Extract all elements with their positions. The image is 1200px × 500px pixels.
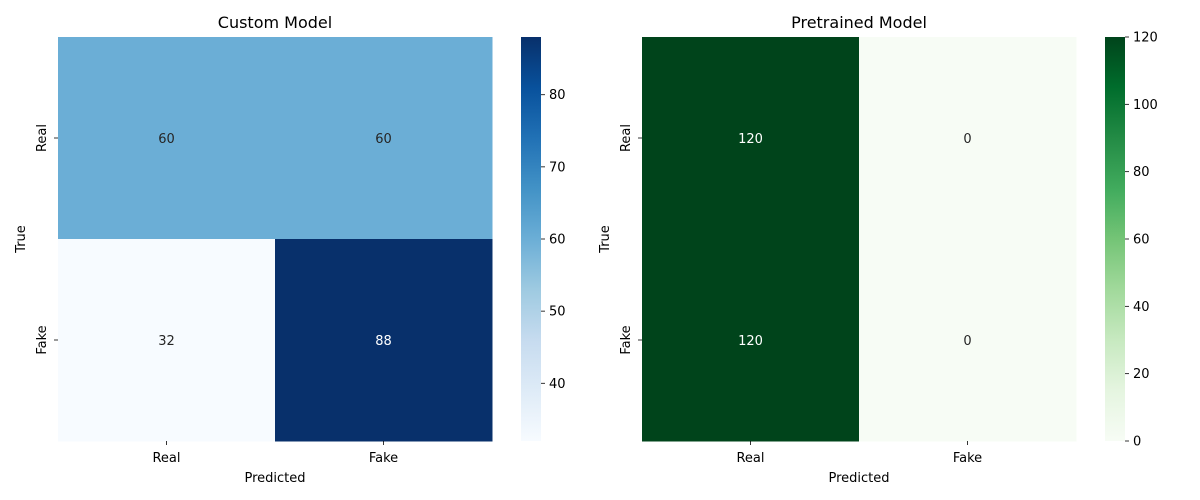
- chart-title: Custom Model: [218, 13, 332, 32]
- heatmap-cell: [642, 239, 860, 442]
- colorbar-tick-label: 60: [1133, 233, 1150, 248]
- x-tick-label: Fake: [369, 451, 398, 466]
- y-tick-label: Fake: [619, 325, 634, 354]
- cell-value-label: 88: [375, 334, 392, 349]
- heatmap-panel-pretrained-model: Pretrained Model 120 0 120 0 Real Fake Real F…: [598, 13, 1158, 486]
- cell-value-label: 60: [158, 132, 175, 147]
- heatmap-cells: [642, 37, 1077, 442]
- heatmap-cell: [859, 239, 1077, 442]
- colorbar: 0 20 40 60 80 100 120: [1105, 31, 1158, 450]
- cell-value-label: 0: [963, 334, 971, 349]
- y-axis-label: True: [14, 225, 29, 254]
- chart-title: Pretrained Model: [791, 13, 927, 32]
- heatmap-cell-labels: 60 60 32 88: [158, 132, 392, 349]
- colorbar-tick-label: 0: [1133, 435, 1141, 450]
- heatmap-cell: [58, 37, 276, 240]
- colorbar-tick-label: 80: [1133, 165, 1150, 180]
- cell-value-label: 32: [158, 334, 175, 349]
- heatmap-cells: [58, 37, 493, 442]
- heatmap-cell: [859, 37, 1077, 240]
- x-tick-label: Real: [736, 451, 764, 466]
- x-axis-ticks: Real Fake: [152, 441, 398, 466]
- colorbar: 40 50 60 70 80: [521, 37, 566, 441]
- colorbar-gradient: [521, 37, 541, 441]
- cell-value-label: 120: [738, 132, 763, 147]
- colorbar-tick-label: 80: [549, 88, 566, 103]
- colorbar-tick-label: 100: [1133, 98, 1158, 113]
- y-axis-ticks: Real Fake: [619, 124, 642, 355]
- y-tick-label: Real: [35, 124, 50, 152]
- colorbar-tick-label: 60: [549, 233, 566, 248]
- heatmap-cell: [58, 239, 276, 442]
- y-tick-label: Real: [619, 124, 634, 152]
- y-tick-label: Fake: [35, 325, 50, 354]
- heatmap-cell-labels: 120 0 120 0: [738, 132, 972, 349]
- colorbar-tick-label: 70: [549, 160, 566, 175]
- x-axis-label: Predicted: [244, 471, 305, 486]
- x-axis-label: Predicted: [828, 471, 889, 486]
- y-axis-label: True: [598, 225, 613, 254]
- heatmap-cell: [642, 37, 860, 240]
- colorbar-tick-label: 20: [1133, 367, 1150, 382]
- cell-value-label: 60: [375, 132, 392, 147]
- colorbar-tick-label: 50: [549, 305, 566, 320]
- heatmap-cell: [275, 37, 493, 240]
- x-tick-label: Real: [152, 451, 180, 466]
- y-axis-ticks: Real Fake: [35, 124, 58, 355]
- colorbar-tick-label: 40: [1133, 300, 1150, 315]
- colorbar-tick-label: 120: [1133, 31, 1158, 46]
- colorbar-tick-label: 40: [549, 377, 566, 392]
- colorbar-gradient: [1105, 37, 1125, 441]
- x-axis-ticks: Real Fake: [736, 441, 982, 466]
- cell-value-label: 0: [963, 132, 971, 147]
- x-tick-label: Fake: [953, 451, 982, 466]
- cell-value-label: 120: [738, 334, 763, 349]
- heatmap-cell: [275, 239, 493, 442]
